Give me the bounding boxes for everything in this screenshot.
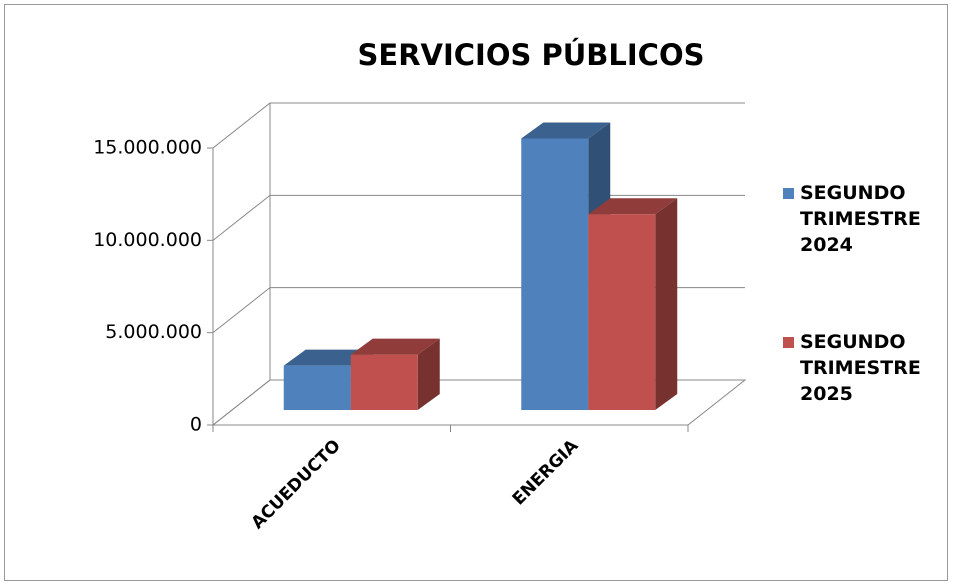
y-tick-label: 10.000.000 (93, 229, 202, 251)
legend-swatch (783, 337, 794, 348)
bar-top (521, 122, 611, 139)
bar-front (588, 214, 656, 410)
x-tick-label: ACUEDUCTO (248, 436, 345, 533)
bar-top (588, 198, 678, 215)
legend-swatch (783, 188, 794, 199)
legend-label: SEGUNDO TRIMESTRE 2025 (800, 331, 921, 405)
bar-front (350, 354, 418, 410)
y-tick-label: 0 (190, 414, 202, 436)
grid-line (212, 102, 745, 149)
bar-side (417, 338, 440, 410)
bar (350, 338, 440, 410)
y-tick-label: 5.000.000 (105, 321, 202, 343)
x-tick-label: ENERGIA (509, 435, 583, 509)
bar-front (521, 138, 589, 411)
bar-top (350, 338, 440, 355)
frame (4, 4, 948, 581)
y-tick-label: 15.000.000 (93, 137, 202, 159)
chart-title: SERVICIOS PÚBLICOS (358, 38, 705, 72)
bar (588, 198, 678, 410)
legend-label: SEGUNDO TRIMESTRE 2024 (800, 182, 921, 256)
bar-side (655, 198, 678, 410)
bar-front (283, 365, 351, 410)
bar-top (283, 349, 373, 366)
